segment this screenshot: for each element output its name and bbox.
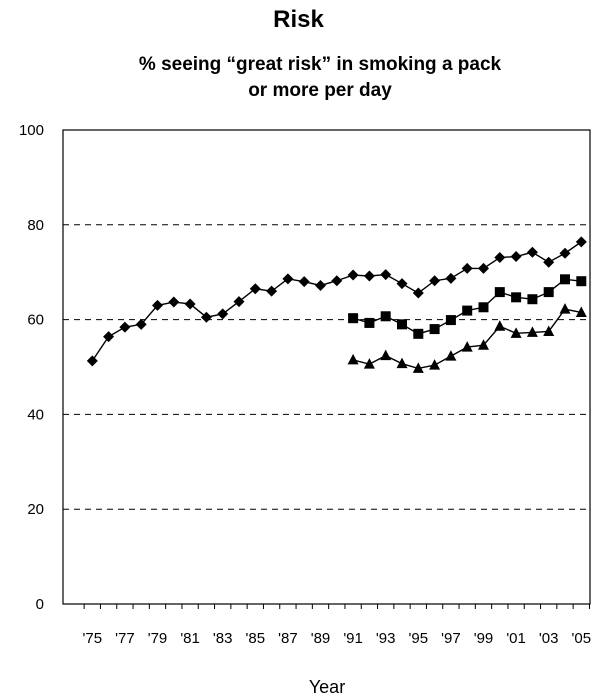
data-point-square [380, 311, 391, 322]
data-point-square [364, 317, 375, 328]
x-tick-label: '81 [180, 630, 200, 647]
data-point-diamond [103, 331, 115, 343]
data-point-diamond [168, 296, 180, 308]
data-point-diamond [363, 270, 375, 282]
data-point-diamond [429, 275, 441, 287]
series-diamond [86, 236, 587, 367]
y-tick-label: 40 [27, 406, 44, 423]
y-tick-label: 100 [19, 122, 44, 139]
data-point-square [462, 305, 473, 316]
data-point-triangle [543, 325, 555, 336]
y-tick-label: 80 [27, 217, 44, 234]
series-group [86, 236, 587, 373]
data-point-triangle [575, 306, 587, 317]
data-point-diamond [119, 321, 131, 333]
data-point-diamond [298, 276, 310, 288]
plot-frame [62, 129, 591, 605]
y-tick-label: 60 [27, 312, 44, 329]
data-point-triangle [510, 327, 522, 338]
data-point-diamond [200, 311, 212, 323]
data-point-square [397, 319, 407, 330]
data-point-diamond [510, 251, 522, 263]
y-tick-label: 0 [36, 596, 44, 613]
x-tick-label: '87 [278, 630, 298, 647]
data-point-diamond [396, 278, 408, 290]
x-tick-label: '97 [441, 630, 461, 647]
x-tick-label: '75 [83, 630, 103, 647]
x-tick-label: '99 [474, 630, 494, 647]
data-point-diamond [331, 275, 343, 287]
x-axis-ticks [83, 604, 590, 609]
y-tick-label: 20 [27, 501, 44, 518]
x-tick-label: '93 [376, 630, 396, 647]
series-triangle [347, 303, 587, 373]
chart-subtitle: % seeing “great risk” in smoking a pack … [60, 52, 580, 104]
data-point-diamond [249, 283, 261, 295]
data-point-diamond [445, 272, 457, 284]
subtitle-line-1: % seeing “great risk” in smoking a pack [138, 54, 502, 75]
data-point-triangle [347, 353, 359, 365]
data-point-diamond [412, 287, 424, 299]
data-point-square [527, 294, 538, 305]
data-point-diamond [152, 299, 163, 311]
data-point-diamond [266, 285, 278, 297]
x-tick-label: '91 [343, 630, 363, 647]
data-point-square [348, 313, 359, 324]
x-tick-label: '95 [409, 630, 429, 647]
data-point-triangle [494, 320, 506, 331]
x-tick-label: '89 [311, 630, 331, 647]
data-point-diamond [282, 273, 294, 285]
data-point-diamond [526, 246, 538, 258]
data-point-triangle [412, 362, 424, 373]
x-tick-label: '79 [148, 630, 168, 647]
data-point-square [543, 287, 554, 298]
x-tick-label: '77 [115, 630, 135, 647]
data-point-triangle [559, 303, 571, 314]
series-line [91, 241, 582, 362]
gridlines [63, 224, 590, 510]
data-point-diamond [347, 269, 359, 281]
data-point-square [560, 274, 570, 285]
data-point-triangle [445, 350, 457, 361]
data-point-square [413, 328, 424, 339]
data-point-triangle [429, 359, 441, 370]
data-point-diamond [86, 355, 98, 367]
x-tick-label: '01 [506, 630, 526, 647]
data-point-triangle [461, 341, 473, 352]
y-axis-labels: 0 20 40 60 80 100 [19, 122, 44, 613]
data-point-triangle [478, 339, 489, 350]
x-tick-label: '85 [246, 630, 266, 647]
data-point-square [429, 324, 440, 335]
x-tick-label: '05 [572, 630, 592, 647]
data-point-square [445, 315, 456, 326]
data-point-diamond [559, 247, 571, 259]
data-point-diamond [217, 308, 229, 320]
data-point-diamond [478, 262, 489, 274]
subtitle-line-2: or more per day [248, 80, 392, 101]
series-square [348, 274, 587, 339]
data-point-diamond [494, 252, 506, 264]
x-tick-label: '03 [539, 630, 559, 647]
data-point-triangle [380, 349, 392, 361]
data-point-square [576, 276, 587, 287]
data-point-diamond [135, 318, 147, 330]
data-point-square [478, 302, 489, 313]
data-point-diamond [575, 236, 587, 248]
data-point-diamond [380, 269, 392, 281]
data-point-diamond [461, 262, 473, 274]
data-point-diamond [315, 279, 326, 291]
data-point-triangle [526, 326, 538, 337]
data-point-triangle [363, 358, 375, 369]
x-axis-title: Year [309, 677, 345, 697]
x-tick-label: '83 [213, 630, 233, 647]
data-point-diamond [184, 298, 196, 310]
data-point-square [511, 292, 522, 303]
chart-title: Risk [273, 6, 324, 33]
x-axis-labels: '75 '77 '79 '81 '83 '85 '87 '89 '91 '93 '95 '97 '99 '… [83, 630, 592, 647]
data-point-triangle [396, 357, 408, 369]
data-point-diamond [233, 296, 245, 308]
data-point-square [494, 287, 505, 298]
data-point-diamond [543, 256, 555, 268]
